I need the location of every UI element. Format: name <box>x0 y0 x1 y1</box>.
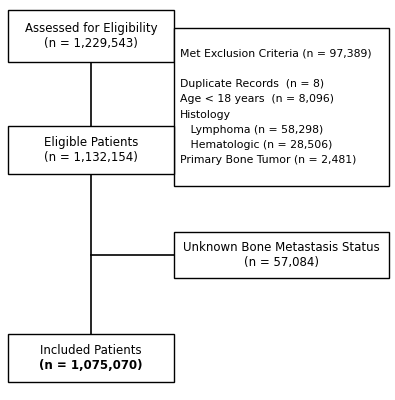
Text: (n = 1,075,070): (n = 1,075,070) <box>39 359 143 372</box>
Text: Unknown Bone Metastasis Status: Unknown Bone Metastasis Status <box>183 241 380 254</box>
Text: Included Patients: Included Patients <box>40 344 142 357</box>
FancyBboxPatch shape <box>8 10 174 62</box>
Text: Age < 18 years  (n = 8,096): Age < 18 years (n = 8,096) <box>180 94 334 104</box>
Text: Lymphoma (n = 58,298): Lymphoma (n = 58,298) <box>180 125 323 135</box>
Text: (n = 1,229,543): (n = 1,229,543) <box>44 37 138 50</box>
FancyBboxPatch shape <box>174 232 389 278</box>
Text: Met Exclusion Criteria (n = 97,389): Met Exclusion Criteria (n = 97,389) <box>180 49 371 59</box>
FancyBboxPatch shape <box>8 126 174 174</box>
Text: Assessed for Eligibility: Assessed for Eligibility <box>24 22 157 35</box>
Text: Histology: Histology <box>180 110 231 120</box>
Text: Primary Bone Tumor (n = 2,481): Primary Bone Tumor (n = 2,481) <box>180 155 356 165</box>
FancyBboxPatch shape <box>174 28 389 186</box>
Text: Hematologic (n = 28,506): Hematologic (n = 28,506) <box>180 140 332 150</box>
Text: (n = 57,084): (n = 57,084) <box>244 256 319 269</box>
FancyBboxPatch shape <box>8 334 174 382</box>
Text: Eligible Patients: Eligible Patients <box>44 136 138 149</box>
Text: (n = 1,132,154): (n = 1,132,154) <box>44 151 138 164</box>
Text: Duplicate Records  (n = 8): Duplicate Records (n = 8) <box>180 79 324 89</box>
